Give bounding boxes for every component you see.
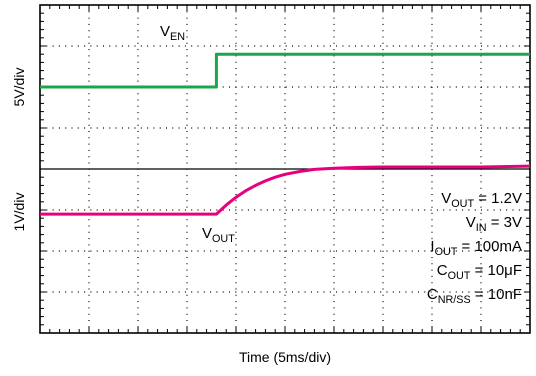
series-label-v-en-main: V: [160, 23, 170, 40]
series-label-v-out-main: V: [202, 225, 212, 242]
annotation-4-sub: OUT: [448, 270, 471, 282]
annotation-3-main: I: [430, 238, 434, 255]
annotation-4-rest: = 10μF: [470, 262, 522, 279]
series-v-en-line: [40, 52, 530, 89]
annotation-5-rest: = 10nF: [471, 286, 522, 303]
series-label-v-out: VOUT: [202, 225, 235, 245]
annotation-2-sub: IN: [476, 222, 487, 234]
series-v-out-line: [40, 164, 531, 216]
y-axis-label-upper: 5V/div: [11, 68, 27, 107]
series-label-v-en-sub: EN: [170, 31, 185, 43]
annotation-4: COUT = 10μF: [437, 262, 522, 282]
annotation-4-main: C: [437, 262, 448, 279]
series-label-v-en: VEN: [160, 23, 185, 43]
x-axis-label: Time (5ms/div): [239, 349, 331, 365]
annotation-1-rest: = 1.2V: [474, 190, 522, 207]
traces-layer: [40, 52, 531, 216]
annotation-1-sub: OUT: [451, 198, 474, 210]
annotation-3-rest: = 100mA: [457, 238, 522, 255]
annotation-5-sub: NR/SS: [438, 294, 471, 306]
annotation-2: VIN = 3V: [466, 214, 522, 234]
annotation-3: IOUT = 100mA: [430, 238, 522, 258]
annotation-2-rest: = 3V: [487, 214, 522, 231]
series-label-v-out-sub: OUT: [212, 233, 235, 245]
annotation-5-main: C: [427, 286, 438, 303]
annotation-5: CNR/SS = 10nF: [427, 286, 522, 306]
annotation-1: VOUT = 1.2V: [441, 190, 522, 210]
y-axis-label-lower: 1V/div: [11, 193, 27, 232]
annotation-2-main: V: [466, 214, 476, 231]
annotation-1-main: V: [441, 190, 451, 207]
annotation-3-sub: OUT: [435, 246, 458, 258]
